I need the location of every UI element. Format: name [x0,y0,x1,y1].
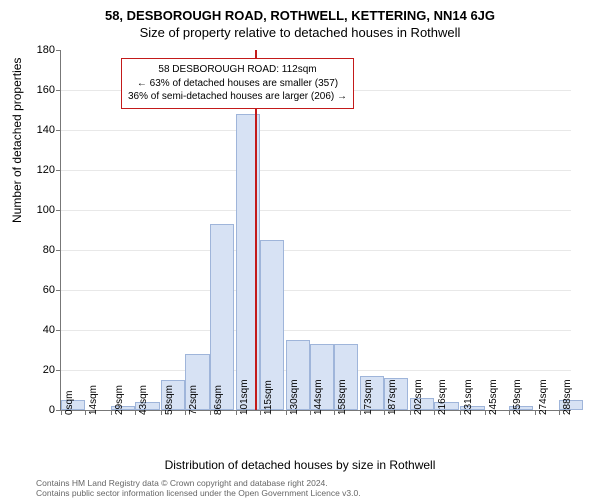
x-tick-mark [210,410,211,415]
x-tick-mark [360,410,361,415]
x-tick-label: 144sqm [313,379,324,415]
y-tick-label: 60 [43,284,61,296]
x-tick-label: 187sqm [387,379,398,415]
x-tick-label: 58sqm [164,385,175,415]
x-tick-label: 14sqm [88,385,99,415]
x-tick-mark [410,410,411,415]
x-tick-label: 0sqm [64,391,75,415]
x-tick-label: 173sqm [363,379,374,415]
x-tick-mark [334,410,335,415]
x-tick-label: 231sqm [463,379,474,415]
x-tick-label: 43sqm [138,385,149,415]
y-tick-label: 20 [43,364,61,376]
x-tick-label: 274sqm [538,379,549,415]
gridline [61,170,571,171]
x-tick-mark [111,410,112,415]
x-tick-mark [384,410,385,415]
y-tick-label: 80 [43,244,61,256]
x-tick-label: 29sqm [114,385,125,415]
y-axis-label: Number of detached properties [10,58,24,223]
gridline [61,130,571,131]
y-tick-label: 40 [43,324,61,336]
x-tick-mark [509,410,510,415]
x-tick-mark [236,410,237,415]
x-tick-label: 101sqm [239,379,250,415]
x-tick-mark [135,410,136,415]
x-tick-mark [185,410,186,415]
x-tick-mark [260,410,261,415]
x-tick-mark [161,410,162,415]
x-tick-label: 115sqm [263,380,274,415]
property-info-box: 58 DESBOROUGH ROAD: 112sqm← 63% of detac… [121,58,354,109]
x-tick-mark [85,410,86,415]
x-tick-label: 216sqm [437,379,448,415]
x-tick-label: 202sqm [413,379,424,415]
x-tick-label: 130sqm [289,379,300,415]
x-tick-label: 245sqm [488,379,499,415]
attribution-footer: Contains HM Land Registry data © Crown c… [36,478,361,498]
histogram-chart: 02040608010012014016018058 DESBOROUGH RO… [60,50,571,411]
x-tick-label: 72sqm [188,385,199,415]
y-tick-label: 100 [37,204,61,216]
x-tick-label: 86sqm [213,385,224,415]
x-tick-mark [310,410,311,415]
y-tick-label: 120 [37,164,61,176]
y-tick-label: 180 [37,44,61,56]
x-tick-mark [485,410,486,415]
x-tick-label: 158sqm [337,379,348,415]
footer-line-1: Contains HM Land Registry data © Crown c… [36,478,361,488]
info-box-line-2: ← 63% of detached houses are smaller (35… [128,77,347,91]
gridline [61,210,571,211]
info-box-line-3: 36% of semi-detached houses are larger (… [128,90,347,104]
x-tick-mark [286,410,287,415]
x-tick-mark [460,410,461,415]
footer-line-2: Contains public sector information licen… [36,488,361,498]
y-tick-label: 140 [37,124,61,136]
histogram-bar [210,224,234,410]
x-axis-label: Distribution of detached houses by size … [0,458,600,472]
page-subtitle: Size of property relative to detached ho… [0,23,600,40]
x-tick-mark [535,410,536,415]
y-tick-label: 0 [49,404,61,416]
y-tick-label: 160 [37,84,61,96]
gridline [61,330,571,331]
x-tick-mark [434,410,435,415]
x-tick-label: 288sqm [562,379,573,415]
page-title-address: 58, DESBOROUGH ROAD, ROTHWELL, KETTERING… [0,0,600,23]
x-tick-label: 259sqm [512,379,523,415]
info-box-line-1: 58 DESBOROUGH ROAD: 112sqm [128,63,347,77]
x-tick-mark [61,410,62,415]
gridline [61,250,571,251]
gridline [61,290,571,291]
x-tick-mark [559,410,560,415]
